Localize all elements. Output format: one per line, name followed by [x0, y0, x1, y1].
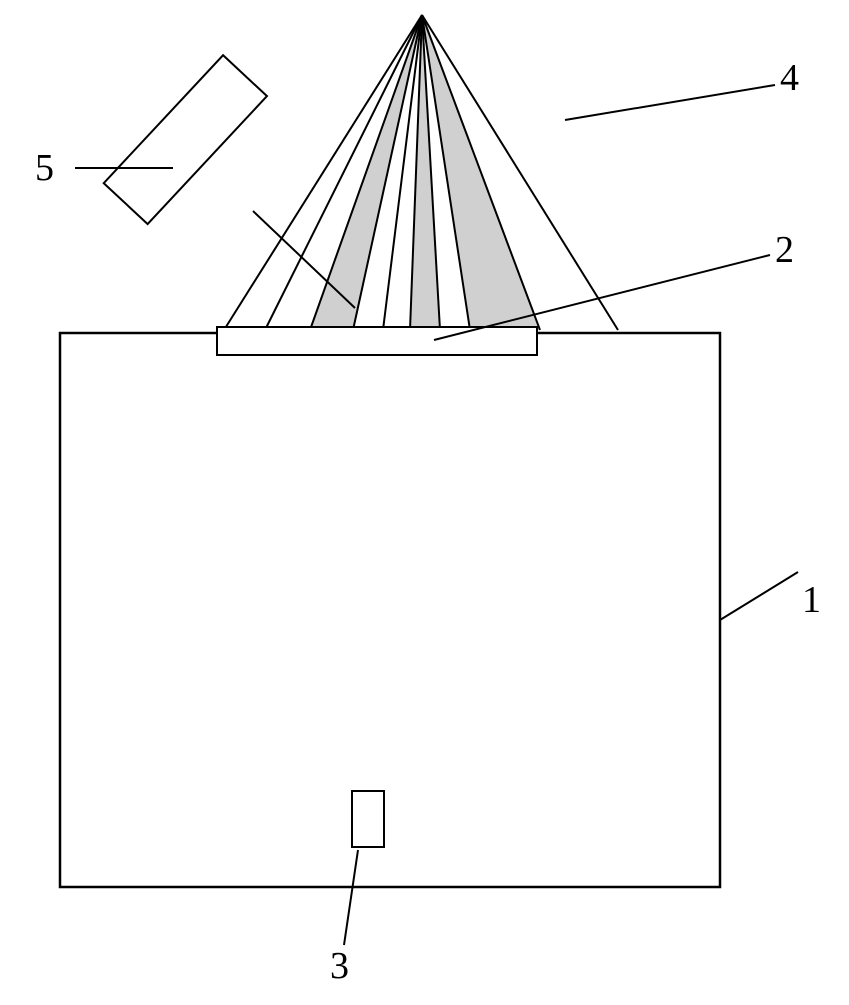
label-1: 1 — [802, 578, 821, 622]
label-5: 5 — [35, 146, 54, 190]
leader-line-4 — [565, 85, 775, 120]
small-inner-rect — [352, 791, 384, 847]
diagram-container: 1 2 3 4 5 — [0, 0, 849, 1000]
top-slot — [217, 327, 537, 355]
ray-3 — [310, 15, 422, 330]
label-4: 4 — [780, 56, 799, 100]
leader-line-1 — [720, 572, 798, 620]
label-2: 2 — [775, 228, 794, 272]
ray-1 — [224, 15, 422, 330]
diagram-svg — [0, 0, 849, 1000]
label-3: 3 — [330, 944, 349, 988]
tilted-rect — [104, 55, 267, 224]
tilted-rect-group — [104, 55, 267, 224]
main-box — [60, 333, 720, 887]
